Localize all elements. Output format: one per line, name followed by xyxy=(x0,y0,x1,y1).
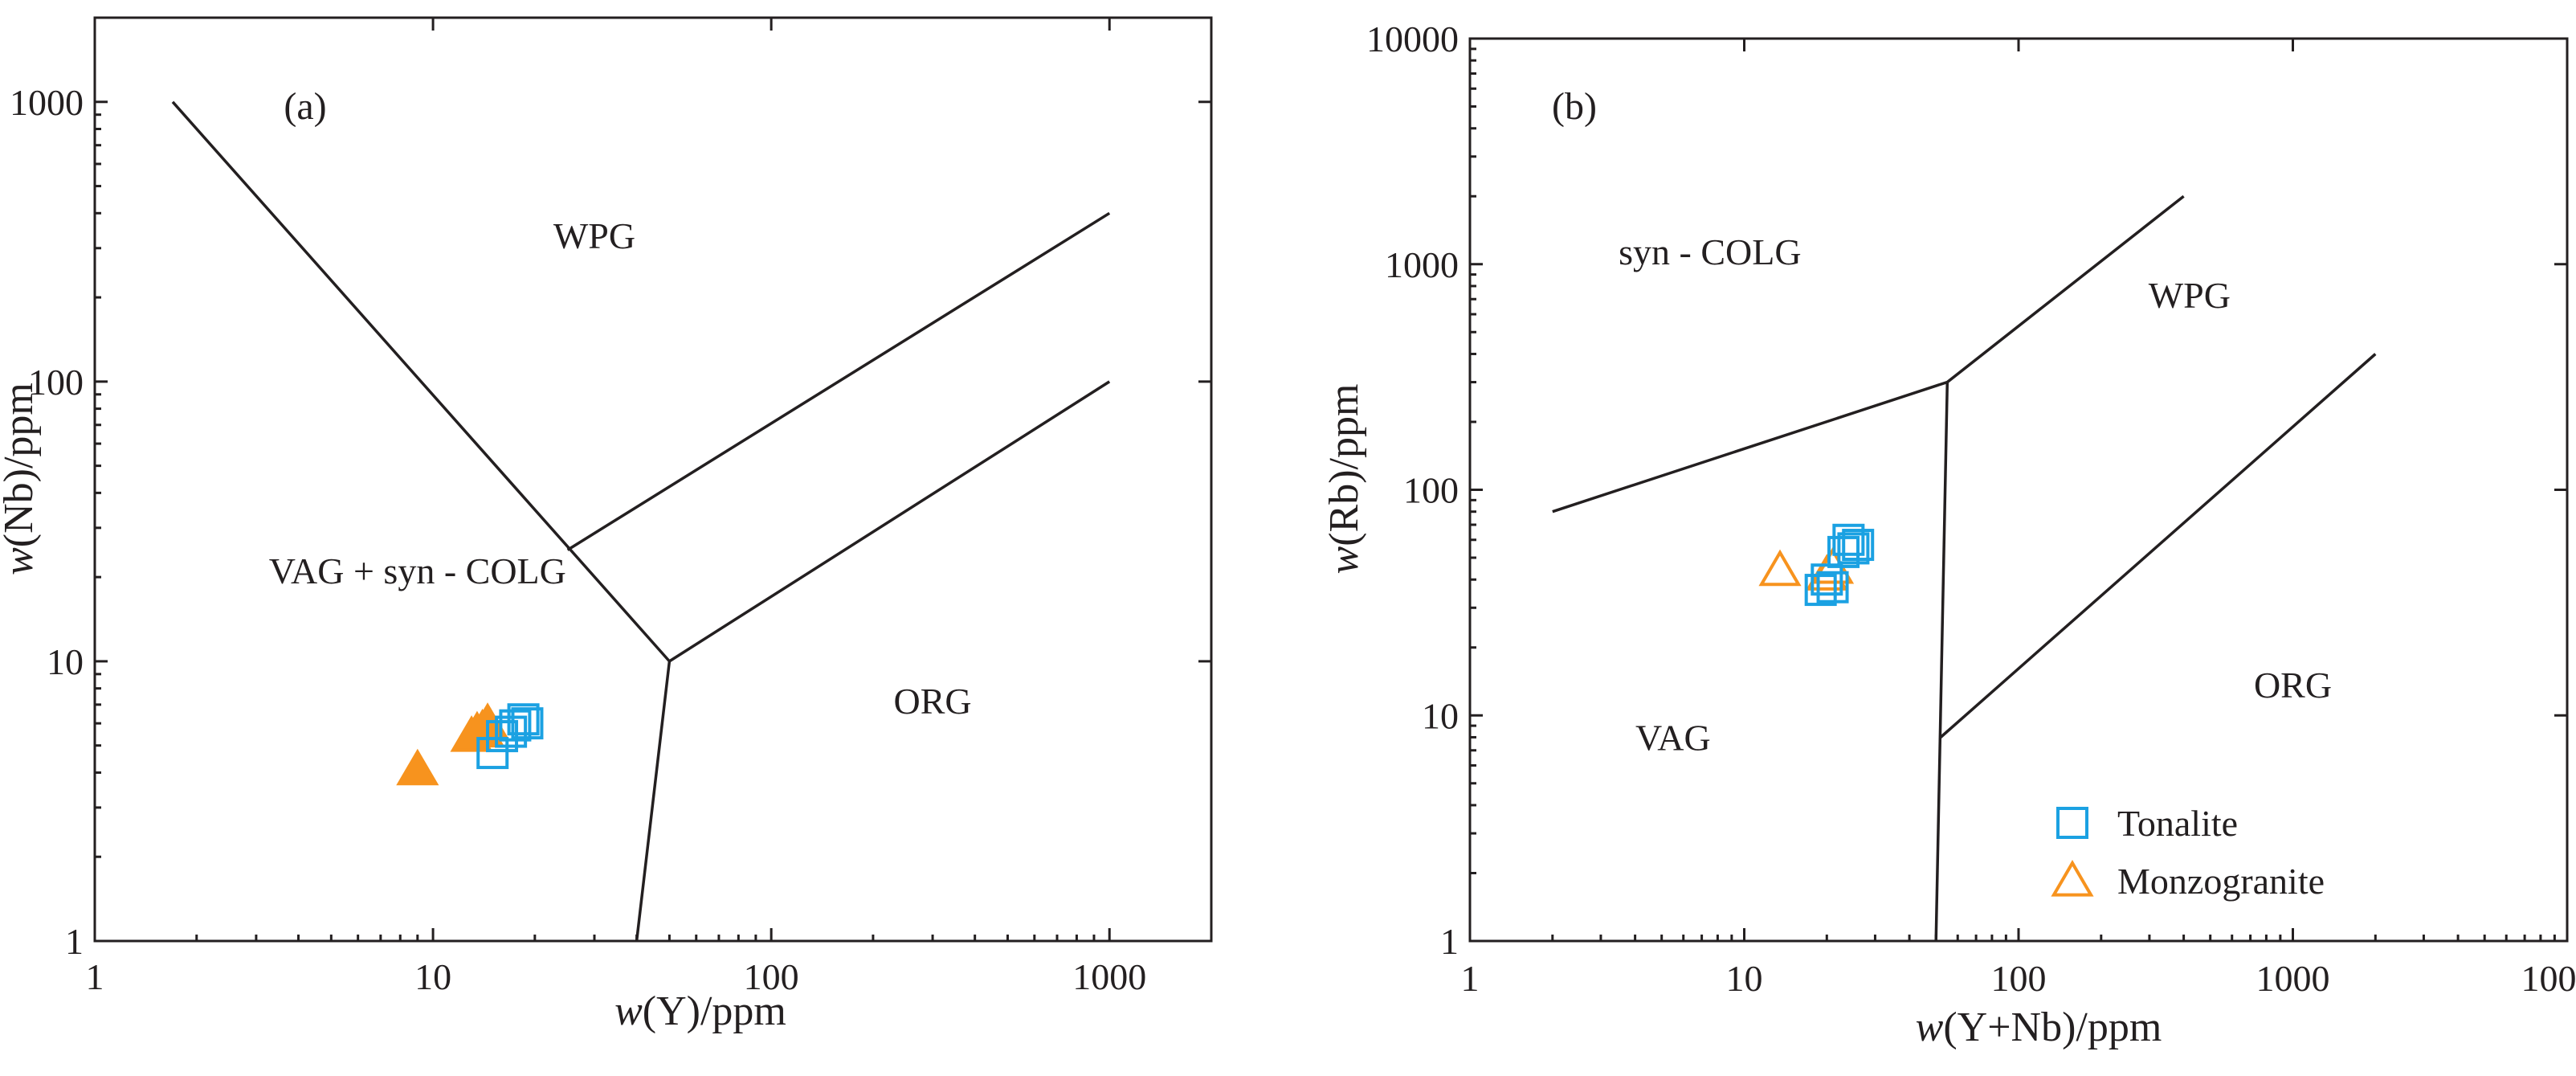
field-boundary-line xyxy=(1934,382,1949,942)
region-label: VAG + syn - COLG xyxy=(269,550,566,591)
tonalite-point xyxy=(1842,529,1875,562)
x-tick-label: 100 xyxy=(1991,958,2047,999)
x-tick-label: 1 xyxy=(86,956,104,997)
y-tick-label: 1 xyxy=(1440,921,1459,962)
x-tick-label: 1000 xyxy=(1072,956,1146,997)
field-boundary-line xyxy=(1939,353,2377,738)
x-tick-label: 10000 xyxy=(2521,958,2576,999)
x-tick-label: 10 xyxy=(1726,958,1763,999)
x-tick-label: 1000 xyxy=(2256,958,2330,999)
panel-label: (b) xyxy=(1552,85,1597,128)
region-label: VAG xyxy=(1635,718,1711,759)
legend-label: Tonalite xyxy=(2117,803,2238,844)
y-tick-label: 10000 xyxy=(1366,18,1459,59)
tonalite-point xyxy=(507,703,540,736)
x-tick-label: 100 xyxy=(744,956,799,997)
tonalite-point xyxy=(1837,532,1870,565)
y-tick-label: 10 xyxy=(1422,695,1459,736)
y-tick-label: 1 xyxy=(65,921,84,962)
x-axis-label: w(Y+Nb)/ppm xyxy=(1916,1004,2162,1050)
plot-frame xyxy=(1468,37,2569,943)
panel-label: (a) xyxy=(284,85,326,128)
region-label: syn - COLG xyxy=(1619,231,1801,272)
y-tick-label: 10 xyxy=(47,641,84,682)
monzogranite-point xyxy=(1758,549,1802,587)
tonalite-point xyxy=(1816,571,1849,603)
y-tick-label: 1000 xyxy=(1385,244,1459,285)
tonalite-point xyxy=(1811,563,1843,596)
region-label: ORG xyxy=(894,681,972,722)
y-tick-label: 1000 xyxy=(10,82,84,123)
y-axis-label: w(Nb)/ppm xyxy=(0,383,42,575)
y-axis-label: w(Rb)/ppm xyxy=(1321,384,1367,575)
monzogranite-point xyxy=(396,748,439,786)
chart-panel-b: 1 10 100 1000 10000 1 10 100 1000 10000 w(Y+Nb)/pp… xyxy=(1321,18,2576,1050)
tonalite-point xyxy=(1832,523,1865,556)
x-tick-label: 1 xyxy=(1461,958,1480,999)
legend-swatch-monzogranite xyxy=(2051,860,2094,897)
region-label: ORG xyxy=(2254,665,2332,706)
tonalite-point xyxy=(499,709,532,742)
x-tick-label: 10 xyxy=(414,956,451,997)
y-tick-label: 100 xyxy=(1403,470,1459,511)
field-boundary-line xyxy=(566,211,1111,551)
legend: Tonalite Monzogranite xyxy=(2051,803,2325,902)
tonalite-point xyxy=(1804,574,1837,607)
plot-frame xyxy=(93,16,1213,943)
region-label: WPG xyxy=(2149,275,2231,316)
tonalite-point xyxy=(511,707,544,740)
tonalite-point xyxy=(495,715,528,748)
field-boundary-line xyxy=(668,380,1111,663)
legend-label: Monzogranite xyxy=(2117,861,2325,902)
chart-panel-a: 1 10 100 1000 1 10 100 1000 w(Y)/ppm w(Nb)/ppm (a)… xyxy=(0,16,1213,1034)
region-label: WPG xyxy=(553,215,635,256)
x-axis-label: w(Y)/ppm xyxy=(614,988,786,1034)
tonalite-point xyxy=(476,737,509,770)
y-tick-label: 100 xyxy=(28,362,84,403)
legend-swatch-tonalite xyxy=(2056,807,2088,839)
